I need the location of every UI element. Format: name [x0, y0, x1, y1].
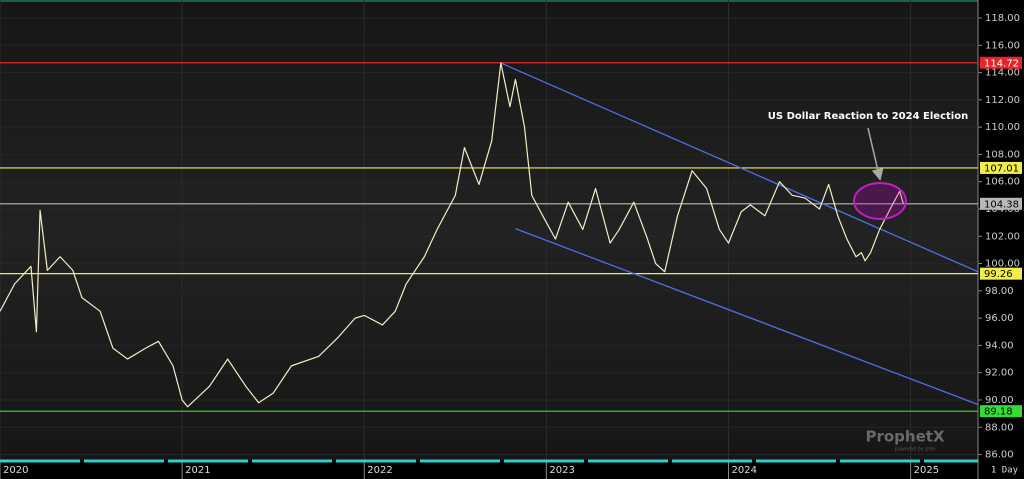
- level-label: 114.72: [984, 58, 1019, 69]
- level-label: 104.38: [984, 199, 1019, 210]
- y-tick-label: 90.00: [985, 395, 1014, 406]
- interval-label: 1 Day: [991, 466, 1019, 476]
- x-tick-label: 2025: [914, 465, 939, 476]
- marks: [0, 62, 979, 412]
- annotation-arrow: [867, 127, 884, 181]
- level-label-box: [980, 405, 1022, 418]
- y-tick-label: 116.00: [985, 40, 1020, 51]
- y-tick-label: 102.00: [985, 231, 1020, 242]
- trend-line: [515, 228, 979, 406]
- y-tick-label: 108.00: [985, 149, 1020, 160]
- watermark: ProphetX: [865, 428, 944, 446]
- trend-line: [500, 62, 979, 273]
- highlight-circle: [853, 182, 907, 220]
- y-tick-label: 98.00: [985, 286, 1014, 297]
- y-tick-label: 96.00: [985, 313, 1014, 324]
- watermark-sub: powered by ptm: [895, 447, 936, 453]
- x-tick-label: 2020: [3, 465, 28, 476]
- x-axis-panel: [0, 460, 978, 479]
- y-tick-label: 92.00: [985, 368, 1014, 379]
- y-tick-label: 114.00: [985, 68, 1020, 79]
- x-tick-label: 2023: [549, 465, 574, 476]
- level-label-box: [980, 197, 1022, 210]
- plot-area: [0, 0, 978, 460]
- level-label-box: [980, 161, 1022, 174]
- x-tick-label: 2021: [185, 465, 210, 476]
- x-tick-label: 2022: [367, 465, 392, 476]
- level-label: 89.18: [984, 407, 1013, 418]
- y-tick-label: 100.00: [985, 259, 1020, 270]
- level-label-box: [980, 56, 1022, 69]
- level-label-box: [980, 267, 1022, 280]
- y-tick-label: 106.00: [985, 177, 1020, 188]
- y-axis-panel: [978, 0, 1024, 479]
- x-tick-label: 2024: [731, 465, 756, 476]
- y-tick-label: 94.00: [985, 340, 1014, 351]
- y-tick-label: 88.00: [985, 422, 1014, 433]
- y-tick-label: 110.00: [985, 122, 1020, 133]
- grid: [0, 0, 978, 460]
- y-tick-label: 86.00: [985, 450, 1014, 461]
- y-tick-label: 118.00: [985, 13, 1020, 24]
- level-label: 99.26: [984, 269, 1013, 280]
- level-label: 107.01: [984, 163, 1019, 174]
- y-tick-label: 112.00: [985, 95, 1020, 106]
- price-line: [0, 62, 904, 408]
- annotation: US Dollar Reaction to 2024 Election: [768, 111, 968, 122]
